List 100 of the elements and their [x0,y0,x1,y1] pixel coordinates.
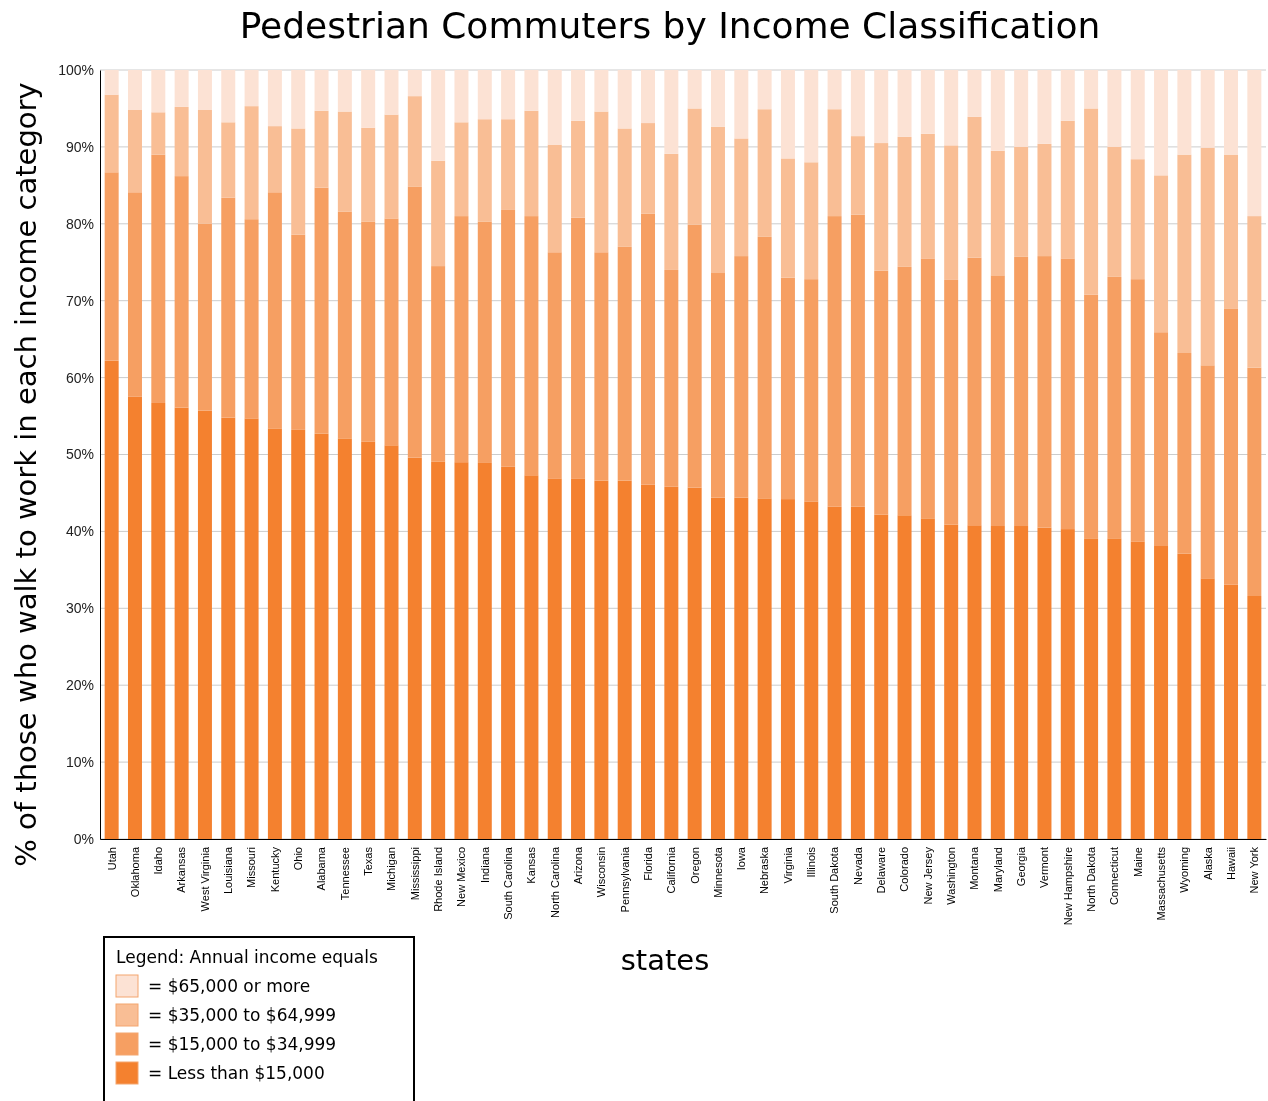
bar [734,256,749,498]
y-tick-label: 60% [65,369,94,386]
bar [361,127,376,222]
bar [757,109,772,237]
bar [804,501,819,839]
bar [827,70,842,110]
bar [174,176,189,408]
bar [104,360,119,839]
bar [1200,147,1215,366]
bar [1247,216,1262,368]
bar [407,186,422,458]
x-tick-label: Nebraska [758,846,771,895]
bar [571,478,586,839]
x-tick-label: Washington [945,847,958,905]
bar [1014,526,1029,839]
legend-label: = $15,000 to $34,999 [148,1034,337,1054]
bar [850,214,865,507]
bar [524,216,539,476]
bar [967,525,982,839]
bar [267,192,282,429]
bar [1084,70,1099,109]
bar [1247,70,1262,217]
x-tick-label: Maine [1131,847,1144,877]
bar [664,486,679,839]
x-tick-label: Alabama [315,846,328,891]
bar [1060,258,1075,530]
y-tick-label: 50% [65,446,94,463]
x-axis-title: states [620,943,710,977]
bar [267,70,282,127]
bar [664,269,679,487]
x-tick-label: Virginia [781,846,794,884]
bar [197,223,212,411]
bar [477,462,492,839]
x-tick-label: South Dakota [828,846,841,914]
bar [104,94,119,173]
bar [990,275,1005,527]
bar [547,252,562,479]
bar [314,433,329,839]
bar [617,480,632,839]
bar [1037,143,1052,257]
bar [104,172,119,361]
bar [944,524,959,839]
bar [804,279,819,502]
x-tick-label: Florida [641,846,654,881]
bar [990,526,1005,839]
y-tick-label: 90% [65,138,94,155]
bar [734,497,749,839]
bar [174,106,189,177]
bar [617,128,632,247]
bar [710,273,725,498]
bar [780,499,795,839]
bar [780,70,795,159]
bar [221,122,236,198]
x-tick-label: West Virginia [198,846,211,912]
bar [407,457,422,839]
bar [407,96,422,187]
bar [687,487,702,839]
bar [1154,175,1169,333]
bar [990,150,1005,276]
y-tick-label: 20% [65,677,94,694]
bar [524,110,539,217]
bar [944,279,959,525]
bar [384,70,399,115]
bar [337,111,352,212]
bar [1037,70,1052,144]
bar [757,498,772,839]
bar [897,266,912,516]
bar [1084,294,1099,539]
bar [850,506,865,839]
bar [337,211,352,439]
x-tick-label: California [665,846,678,894]
legend-label: = $65,000 or more [148,976,311,996]
bar [920,133,935,259]
bar [1247,367,1262,596]
legend-label: = Less than $15,000 [148,1063,325,1083]
bar [291,429,306,839]
bar [431,266,446,462]
bar [454,216,469,463]
bar [897,136,912,267]
bar [920,518,935,839]
y-tick-label: 0% [73,830,94,847]
bar [734,70,749,139]
bar [221,70,236,123]
bar [244,219,259,419]
bar [151,70,166,113]
bar [874,514,889,839]
bar [1224,308,1239,585]
bar [127,70,142,110]
bar [221,197,236,418]
y-tick-label: 70% [65,292,94,309]
bar [920,70,935,134]
bar [1014,70,1029,147]
x-tick-label: Tennessee [338,847,351,901]
bar [641,123,656,214]
bar [1154,70,1169,176]
bar [850,70,865,137]
bar [501,70,516,120]
bar [361,221,376,442]
bar [687,108,702,225]
bar [431,70,446,161]
